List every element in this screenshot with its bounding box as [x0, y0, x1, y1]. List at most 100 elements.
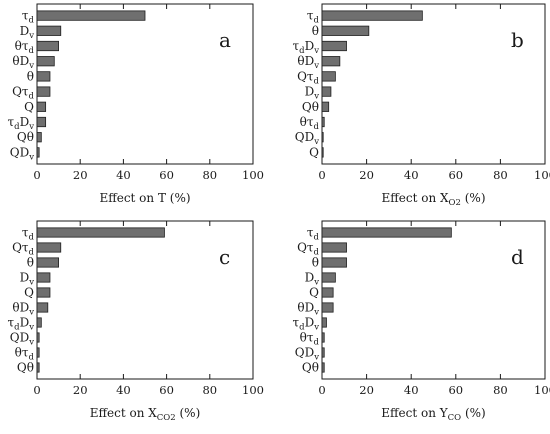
bar-10 [36, 147, 40, 158]
category-label: θDv [12, 54, 34, 71]
bar-6 [321, 302, 334, 313]
bar-7 [321, 101, 330, 112]
chart-panel-c: 0 20 40 60 80 100τdQτdθDvQθDvτdDvQDvθτdQθcEff… [7, 220, 264, 423]
category-label: Q [24, 100, 34, 114]
x-tick-label: 100 [242, 168, 264, 182]
category-label: τdDv [292, 39, 319, 56]
category-label: Qτd [297, 241, 319, 258]
category-label: QDv [295, 130, 319, 147]
plot-frame [321, 3, 546, 165]
category-label: Q [309, 286, 319, 300]
category-label: θ [27, 256, 34, 270]
x-tick-label: 80 [202, 168, 217, 182]
category-label: Qθ [17, 361, 34, 375]
bar-5 [321, 287, 334, 298]
bar-4 [321, 272, 336, 283]
bar-7 [36, 101, 47, 112]
category-label: Qθ [17, 130, 34, 144]
bar-8 [36, 116, 47, 128]
x-axis-label: Effect on T (%) [99, 191, 190, 205]
bar-5 [36, 71, 51, 82]
category-label: Dv [20, 271, 35, 288]
category-label: θDv [297, 301, 319, 318]
category-label: τdDv [7, 115, 34, 132]
x-tick-label: 80 [493, 168, 508, 182]
x-tick-label: 20 [359, 383, 374, 397]
x-tick-label: 40 [404, 383, 419, 397]
plot-frame [36, 220, 254, 380]
bar-8 [36, 332, 40, 343]
x-tick-label: 0 [33, 383, 40, 397]
category-label: τd [307, 226, 320, 243]
category-label: QDv [10, 145, 34, 162]
x-axis-label: Effect on XCO2 (%) [90, 406, 201, 423]
bar-10 [321, 362, 325, 373]
bar-8 [321, 332, 325, 343]
x-tick-label: 0 [318, 383, 325, 397]
bar-5 [36, 287, 51, 298]
x-tick-label: 0 [33, 168, 40, 182]
category-label: Dv [20, 24, 35, 41]
category-label: Qτd [12, 241, 34, 258]
x-tick-label: 20 [73, 383, 88, 397]
chart-panel-d: 020406080100τdQτdθDvQθDvτdDvθτdQDvQθdEff… [292, 220, 550, 423]
x-tick-label: 20 [359, 168, 374, 182]
category-label: QDv [295, 346, 319, 363]
x-tick-label: 20 [73, 168, 88, 182]
category-label: θτd [15, 346, 35, 363]
plot-frame [36, 3, 254, 165]
bar-8 [321, 116, 325, 128]
category-label: θτd [300, 331, 320, 348]
category-label: Qτd [297, 69, 319, 86]
x-tick-label: 100 [534, 383, 550, 397]
bar-10 [321, 147, 324, 158]
category-label: τdDv [292, 316, 319, 333]
bar-9 [36, 132, 42, 143]
x-tick-label: 0 [318, 168, 325, 182]
x-tick-label: 100 [534, 168, 550, 182]
bar-4 [321, 56, 341, 67]
bar-1 [36, 10, 146, 21]
bar-3 [36, 257, 60, 268]
category-label: Q [24, 286, 34, 300]
category-label: θ [312, 256, 319, 270]
x-tick-label: 100 [242, 383, 264, 397]
bar-9 [321, 132, 324, 143]
bar-4 [36, 56, 55, 67]
panel-letter: c [219, 245, 230, 269]
bar-1 [321, 10, 423, 21]
x-tick-label: 60 [159, 168, 174, 182]
category-label: Dv [305, 85, 320, 102]
bar-10 [36, 362, 40, 373]
bar-9 [321, 347, 325, 358]
bar-7 [321, 317, 327, 328]
x-tick-label: 60 [448, 383, 463, 397]
category-label: Qθ [302, 100, 319, 114]
bar-2 [321, 242, 347, 253]
panel-letter: a [219, 28, 231, 52]
x-tick-label: 40 [116, 383, 131, 397]
panel-letter: d [511, 245, 524, 269]
x-tick-label: 80 [493, 383, 508, 397]
category-label: τd [22, 9, 35, 26]
x-tick-label: 40 [404, 168, 419, 182]
bar-6 [321, 86, 332, 97]
bar-3 [36, 40, 60, 52]
category-label: θ [27, 69, 34, 83]
category-label: QDv [10, 331, 34, 348]
bar-2 [36, 242, 62, 253]
category-label: θDv [297, 54, 319, 71]
x-axis-label: Effect on XO2 (%) [381, 191, 485, 208]
category-label: Q [309, 145, 319, 159]
category-label: τd [307, 9, 320, 26]
chart-panel-a: 0 20 40 60 80 100τdDvθτdθDvθQτdQτdDvQθQDvaEff… [7, 3, 264, 205]
bar-6 [36, 86, 51, 97]
category-label: τdDv [7, 316, 34, 333]
bar-2 [321, 25, 370, 36]
bar-6 [36, 302, 49, 313]
x-tick-label: 60 [448, 168, 463, 182]
x-tick-label: 80 [202, 383, 217, 397]
bar-9 [36, 347, 40, 358]
category-label: Qτd [12, 85, 34, 102]
